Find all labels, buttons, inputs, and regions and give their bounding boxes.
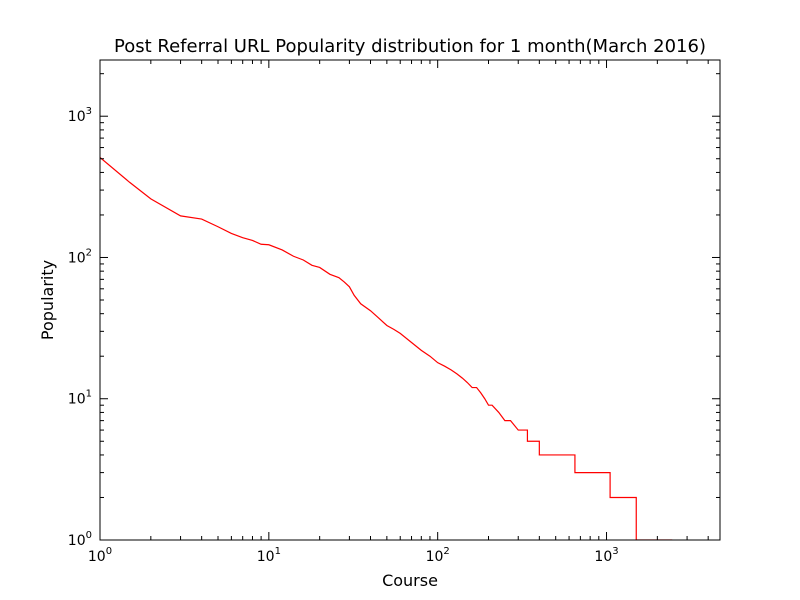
y-tick-label: 103	[68, 106, 92, 125]
y-tick-label: 102	[68, 247, 92, 266]
plot-frame	[99, 59, 721, 541]
y-axis: 100 101 102 103	[68, 73, 720, 549]
x-axis-label: Course	[382, 571, 438, 590]
x-tick-label: 101	[257, 546, 281, 565]
x-tick-label: 103	[594, 546, 618, 565]
y-axis-label: Popularity	[38, 260, 57, 340]
y-tick-label: 100	[68, 530, 92, 549]
x-axis: 100 101 102 103	[88, 60, 709, 565]
x-tick-label: 100	[88, 546, 112, 565]
y-tick-label: 101	[68, 389, 92, 408]
plot-area	[99, 59, 721, 541]
x-tick-label: 102	[426, 546, 450, 565]
chart-title: Post Referral URL Popularity distributio…	[114, 36, 706, 57]
series-line-0	[100, 157, 673, 540]
